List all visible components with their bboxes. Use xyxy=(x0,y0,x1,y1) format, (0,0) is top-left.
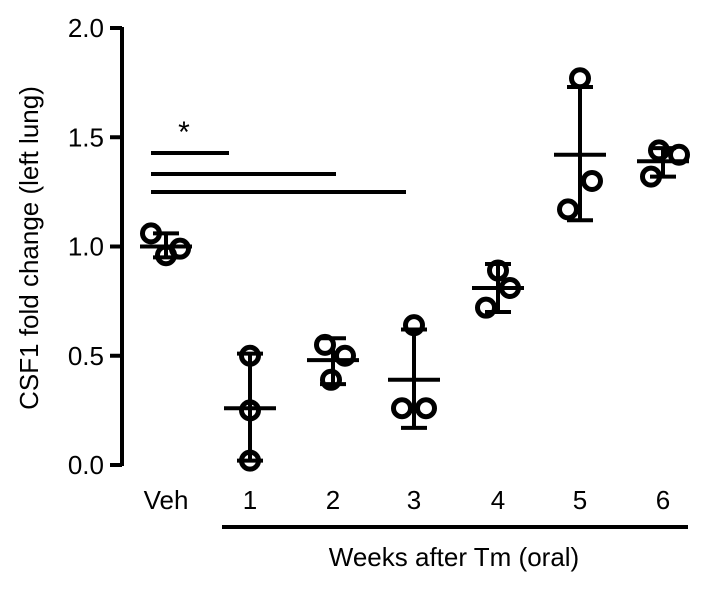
group-3 xyxy=(388,314,440,430)
group-2 xyxy=(307,333,359,391)
y-tick-label: 0.0 xyxy=(68,450,104,480)
x-tick-label: Veh xyxy=(144,485,189,515)
data-point xyxy=(140,222,162,245)
x-tick-label: 1 xyxy=(243,485,257,515)
y-axis: 0.0 0.5 1.0 1.5 2.0 xyxy=(68,13,124,480)
significance-annotations: * xyxy=(151,116,406,194)
data-point xyxy=(169,237,191,260)
y-tick-label: 1.0 xyxy=(68,232,104,262)
data-point xyxy=(487,259,509,282)
group-4 xyxy=(472,259,524,319)
data-point xyxy=(403,314,425,337)
x-axis: Veh 1 2 3 4 5 6 xyxy=(144,485,688,529)
data-point xyxy=(569,67,591,90)
data-point xyxy=(314,333,336,356)
y-tick-label: 1.5 xyxy=(68,122,104,152)
y-tick-label: 2.0 xyxy=(68,13,104,43)
data-point xyxy=(640,165,662,188)
group-6 xyxy=(637,139,690,188)
data-point xyxy=(499,277,521,300)
group-Veh xyxy=(140,222,192,267)
data-point xyxy=(581,169,603,192)
data-point xyxy=(648,139,670,162)
data-point xyxy=(239,449,261,472)
significance-star: * xyxy=(178,116,190,149)
data-point xyxy=(320,368,342,391)
y-axis-title: CSF1 fold change (left lung) xyxy=(14,86,44,410)
data-point xyxy=(557,198,579,221)
data-point xyxy=(668,143,690,166)
x-tick-label: 2 xyxy=(326,485,340,515)
x-tick-label: 3 xyxy=(407,485,421,515)
x-tick-label: 4 xyxy=(491,485,505,515)
group-5 xyxy=(554,67,606,223)
y-tick-label: 0.5 xyxy=(68,341,104,371)
data-point xyxy=(334,344,356,367)
data-point xyxy=(391,397,413,420)
x-tick-label: 5 xyxy=(573,485,587,515)
data-point xyxy=(415,397,437,420)
data-point xyxy=(475,296,497,319)
x-axis-title: Weeks after Tm (oral) xyxy=(329,542,579,572)
data-point xyxy=(239,399,261,422)
data-marks xyxy=(140,67,690,472)
data-point xyxy=(239,344,261,367)
group-1 xyxy=(224,344,276,472)
x-tick-label: 6 xyxy=(656,485,670,515)
